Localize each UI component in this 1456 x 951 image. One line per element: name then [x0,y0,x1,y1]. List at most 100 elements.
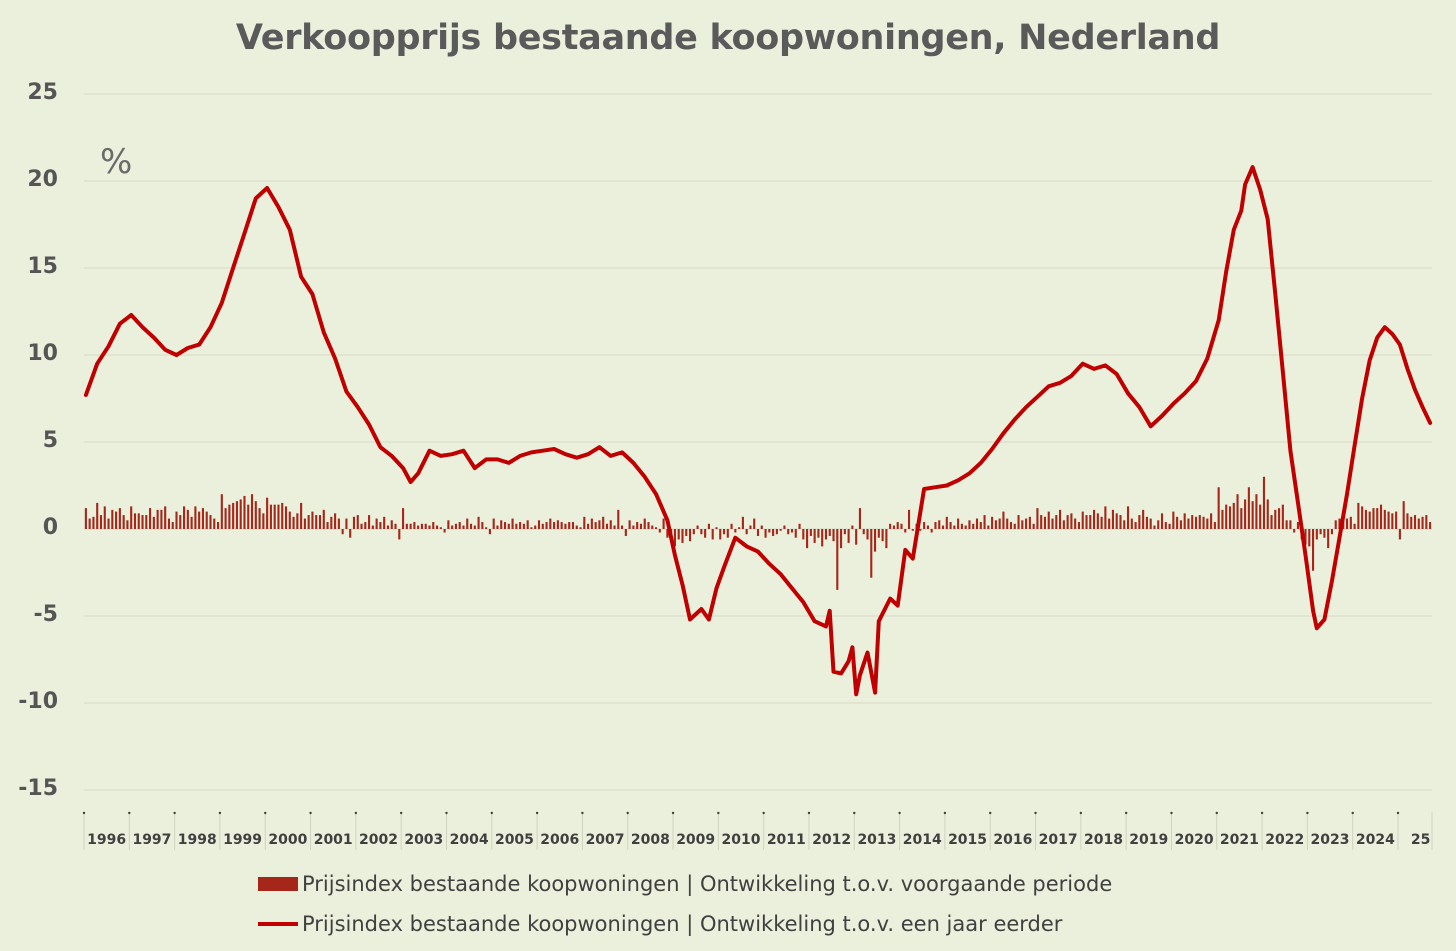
x-tick-label: 2011 [766,832,806,848]
bar [1376,508,1379,529]
bar [666,529,669,538]
line-series [83,165,1433,697]
bar [1232,502,1235,529]
legend-item-line: Prijsindex bestaande koopwoningen | Ontw… [258,904,1112,944]
bar [639,523,643,529]
bar [149,508,152,529]
bar [496,525,499,529]
bar [768,529,771,533]
bar [821,529,824,547]
bar [145,515,148,529]
bar [575,525,578,529]
bar [949,522,952,529]
bar [1157,520,1160,529]
bar [583,516,586,529]
bar [458,522,461,529]
bar [1183,513,1186,529]
bar [651,525,654,529]
legend-item-bar: Prijsindex bestaande koopwoningen | Ontw… [258,864,1112,904]
bar [352,516,356,529]
bar [1429,522,1432,529]
bar [734,529,737,533]
unit-label: % [100,142,133,182]
bar [621,525,624,529]
bar [1006,518,1009,529]
bar [247,504,250,529]
bar [1145,516,1148,529]
bar [228,504,231,529]
bar [855,529,858,545]
bar [1274,509,1277,529]
bar [386,525,390,529]
bar [541,523,544,529]
bar [167,518,171,529]
x-tick-mark [1396,811,1400,815]
bar [330,516,333,529]
bar [492,518,495,529]
bar [239,499,242,529]
bar [545,522,548,529]
bar [673,529,676,547]
bar [254,501,257,529]
bar [1168,523,1171,529]
bar [164,506,167,529]
bar [579,527,582,529]
bar [1074,518,1077,529]
bar [1262,476,1266,529]
bar [1040,515,1043,529]
bar [537,520,541,529]
bar [311,511,314,529]
bar [258,508,261,529]
bar [896,522,899,529]
bar [186,509,189,529]
bar [1002,511,1005,529]
x-tick-mark [445,811,448,815]
bar [960,523,963,529]
bar [790,529,794,533]
bar [877,529,880,538]
bar [662,518,665,529]
x-tick-mark [853,811,856,815]
x-tick-mark [943,811,947,815]
bar [1213,522,1216,529]
bar [1047,511,1050,529]
bar [417,525,420,529]
bar [1312,529,1315,571]
x-tick-mark [309,811,312,815]
bar [745,529,748,535]
bar [503,522,507,529]
x-tick-mark [264,811,267,815]
bar [1323,529,1326,538]
bar [564,523,567,529]
bar [1353,523,1356,529]
bar [1096,513,1099,529]
bar [704,529,707,538]
bar [722,529,726,535]
bar [205,511,208,529]
bar [1361,506,1364,529]
bar [749,525,752,529]
bar [738,527,741,529]
bar [356,515,359,529]
bar [1266,499,1269,529]
bar [632,525,635,529]
bar [1330,529,1333,535]
bar [1025,518,1028,529]
x-tick-mark [1079,811,1083,815]
bar [817,529,820,538]
x-tick-mark [218,811,222,815]
bar [1077,522,1081,529]
legend-swatch-bar [258,877,298,891]
bar [111,509,114,529]
bar [654,527,658,529]
bar [1338,518,1341,529]
x-tick-label: 1996 [87,832,127,848]
x-tick-mark [535,811,539,815]
bar [277,504,280,529]
bar [1111,509,1114,529]
bar [235,501,238,529]
bar [292,516,295,529]
bar [764,529,767,538]
bar [756,529,760,536]
bar [953,525,956,529]
